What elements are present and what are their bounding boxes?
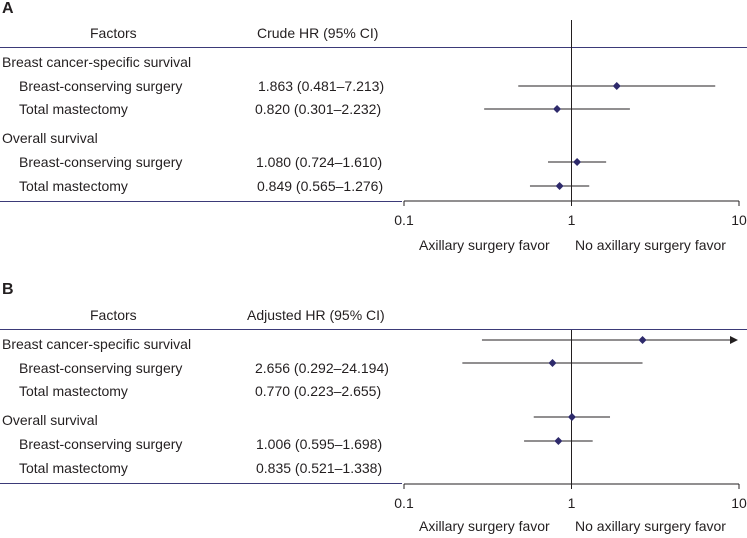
estimate-header: Adjusted HR (95% CI) — [247, 307, 385, 323]
hr-point — [612, 82, 621, 90]
hr-point — [573, 158, 582, 166]
x-tick-label: 1 — [568, 495, 576, 511]
favor-right-label: No axillary surgery favor — [575, 518, 726, 534]
x-tick-label: 10 — [731, 495, 747, 511]
row-label: Breast-conserving surgery — [19, 360, 183, 376]
factors-header: Factors — [90, 307, 137, 323]
x-tick-label: 10 — [731, 212, 747, 228]
x-tick-label: 0.1 — [394, 495, 414, 511]
panel-letter: B — [2, 281, 14, 298]
hr-point — [554, 437, 563, 445]
row-estimate: 2.656 (0.292–24.194) — [255, 360, 389, 376]
footer-rule — [0, 201, 402, 202]
forest-plot-b: 0.1 1 10 Axillary surgery favor No axillary … — [394, 330, 747, 534]
panel-a: A Factors Crude HR (95% CI) Breast cance… — [0, 0, 747, 253]
x-tick-label: 0.1 — [394, 212, 414, 228]
group-label: Overall survival — [2, 412, 98, 428]
forest-plot-a: 0.1 1 10 Axillary surgery favor No axillary … — [394, 20, 747, 253]
hr-point — [553, 105, 562, 113]
row-label: Total mastectomy — [19, 178, 128, 194]
panel-letter: A — [2, 0, 14, 17]
hr-point — [548, 359, 557, 367]
row-estimate: 0.849 (0.565–1.276) — [257, 178, 384, 194]
header-rule — [0, 329, 747, 330]
row-estimate: 0.770 (0.223–2.655) — [255, 383, 382, 399]
row-label: Total mastectomy — [19, 101, 128, 117]
row-estimate: 0.820 (0.301–2.232) — [255, 101, 382, 117]
favor-left-label: Axillary surgery favor — [419, 518, 550, 534]
group-label: Breast cancer-specific survival — [2, 54, 192, 70]
estimate-header: Crude HR (95% CI) — [257, 25, 379, 41]
x-tick-label: 1 — [568, 212, 576, 228]
row-label: Breast-conserving surgery — [19, 436, 183, 452]
row-label: Total mastectomy — [19, 383, 128, 399]
favor-right-label: No axillary surgery favor — [575, 237, 726, 253]
ci-overflow-arrow — [730, 336, 738, 344]
row-label: Breast-conserving surgery — [19, 154, 183, 170]
row-label: Breast-conserving surgery — [19, 78, 183, 94]
factors-header: Factors — [90, 25, 137, 41]
row-estimate: 0.835 (0.521–1.338) — [256, 460, 383, 476]
footer-rule — [0, 483, 402, 484]
hr-point — [555, 182, 564, 190]
group-label: Breast cancer-specific survival — [2, 336, 192, 352]
row-label: Total mastectomy — [19, 460, 128, 476]
row-estimate: 1.080 (0.724–1.610) — [256, 154, 383, 170]
hr-point — [567, 413, 576, 421]
group-label: Overall survival — [2, 130, 98, 146]
header-rule — [0, 47, 747, 48]
hr-point — [638, 336, 647, 344]
favor-left-label: Axillary surgery favor — [419, 237, 550, 253]
row-estimate: 1.863 (0.481–7.213) — [258, 78, 385, 94]
row-estimate: 1.006 (0.595–1.698) — [256, 436, 383, 452]
panel-b: B Factors Adjusted HR (95% CI) Breast ca… — [0, 281, 747, 538]
